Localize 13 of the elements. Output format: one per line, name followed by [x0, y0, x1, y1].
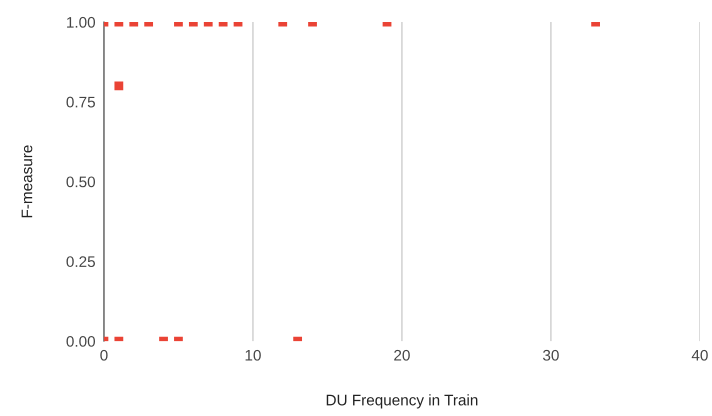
x-tick-label: 30 — [542, 350, 559, 361]
x-tick-label: 40 — [692, 350, 708, 361]
y-axis-title: F-measure — [22, 145, 32, 218]
x-tick-label: 20 — [394, 350, 410, 361]
y-tick-label: 0.00 — [66, 336, 96, 347]
y-tick-label: 1.00 — [67, 16, 96, 28]
y-tick-label: 0.75 — [66, 96, 95, 108]
y-tick-label: 0.25 — [66, 256, 95, 268]
x-tick-label: 0 — [100, 350, 108, 361]
y-tick-label: 0.50 — [66, 176, 96, 188]
x-tick-label: 10 — [246, 350, 261, 361]
x-axis-title: DU Frequency in Train — [326, 394, 478, 408]
point — [114, 81, 124, 90]
